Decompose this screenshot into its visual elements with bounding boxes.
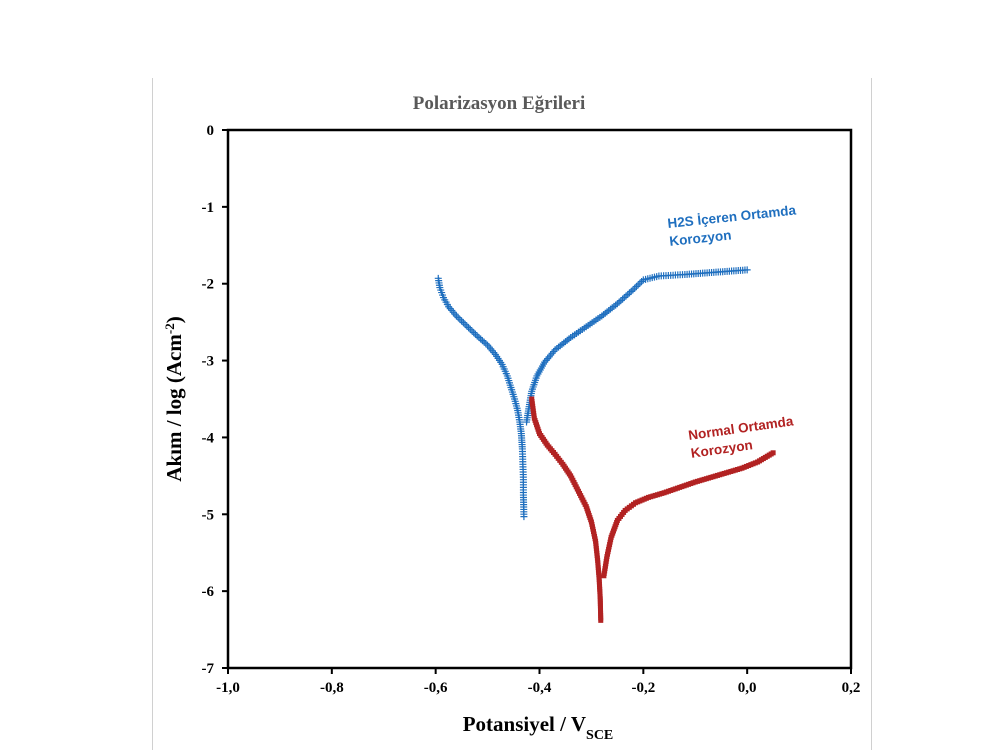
data-point <box>520 513 528 521</box>
data-point <box>634 281 642 289</box>
y-axis: 0 -1 -2 -3 -4 -5 -6 -7 <box>202 123 228 677</box>
y-tick-label: -1 <box>202 200 215 216</box>
data-point <box>620 294 628 302</box>
x-tick-label: 0,2 <box>842 680 861 696</box>
data-point <box>487 345 495 353</box>
series-1 <box>529 396 776 623</box>
y-tick-label: -4 <box>202 430 215 446</box>
x-tick-label: -0,4 <box>528 680 552 696</box>
data-point <box>468 327 476 335</box>
data-point <box>627 287 635 295</box>
annotations: H2S İçeren OrtamdaKorozyon Normal Ortamda… <box>667 203 799 461</box>
data-point <box>615 298 623 306</box>
data-point <box>625 289 633 297</box>
data-point <box>631 284 639 292</box>
data-point <box>624 290 632 298</box>
data-point <box>622 292 630 300</box>
data-point <box>480 338 488 346</box>
data-point <box>456 315 464 323</box>
data-point <box>465 324 473 332</box>
x-tick-label: -0,8 <box>320 680 344 696</box>
y-tick-label: 0 <box>207 123 215 139</box>
data-point <box>619 295 627 303</box>
data-point <box>613 300 621 308</box>
x-tick-label: -1,0 <box>216 680 240 696</box>
data-point <box>743 266 751 274</box>
polarization-chart: Polarizasyon Eğrileri 0 -1 -2 -3 -4 -5 -6 -7 -1… <box>162 93 861 743</box>
data-point <box>448 306 456 314</box>
data-point <box>484 341 492 349</box>
y-tick-label: -6 <box>202 584 215 600</box>
x-axis-label: Potansiyel / VSCE <box>463 712 614 743</box>
y-tick-label: -3 <box>202 354 215 370</box>
y-tick-label: -2 <box>202 277 215 293</box>
x-axis: -1,0 -0,8 -0,6 -0,4 -0,2 0,0 0,2 <box>216 668 860 696</box>
data-point <box>632 283 640 291</box>
data-point <box>485 343 493 351</box>
data-point <box>466 325 474 333</box>
chart-frame: Polarizasyon Eğrileri 0 -1 -2 -3 -4 -5 -6 -7 -1… <box>152 78 872 750</box>
y-axis-label-sup: -2 <box>162 323 177 334</box>
data-point <box>770 450 776 456</box>
data-point <box>454 314 462 322</box>
data-point <box>598 617 604 623</box>
data-point <box>461 320 469 328</box>
series-layer <box>434 266 776 623</box>
x-axis-label-sub: SCE <box>586 728 613 743</box>
data-point <box>458 317 466 325</box>
data-point <box>638 278 646 286</box>
data-point <box>482 340 490 348</box>
x-tick-label: 0,0 <box>738 680 757 696</box>
data-point <box>463 322 471 330</box>
data-point <box>452 312 460 320</box>
data-point <box>459 319 467 327</box>
series-label-1: Normal OrtamdaKorozyon <box>687 413 797 460</box>
data-point <box>451 310 459 318</box>
chart-title: Polarizasyon Eğrileri <box>413 93 586 114</box>
x-tick-label: -0,6 <box>424 680 448 696</box>
data-point <box>471 330 479 338</box>
y-axis-label: Akım / log (Acm-2) <box>162 316 187 481</box>
data-point <box>477 335 485 343</box>
data-point <box>617 297 625 305</box>
y-tick-label: -5 <box>202 507 215 523</box>
data-point <box>636 279 644 287</box>
data-point <box>473 332 481 340</box>
data-point <box>478 337 486 345</box>
y-tick-label: -7 <box>202 661 215 677</box>
data-point <box>629 286 637 294</box>
data-point <box>565 335 573 343</box>
data-point <box>449 308 457 316</box>
x-tick-label: -0,2 <box>631 680 655 696</box>
data-point <box>475 334 483 342</box>
series-label-0: H2S İçeren OrtamdaKorozyon <box>667 203 799 249</box>
data-point <box>470 329 478 337</box>
data-point <box>488 347 496 355</box>
